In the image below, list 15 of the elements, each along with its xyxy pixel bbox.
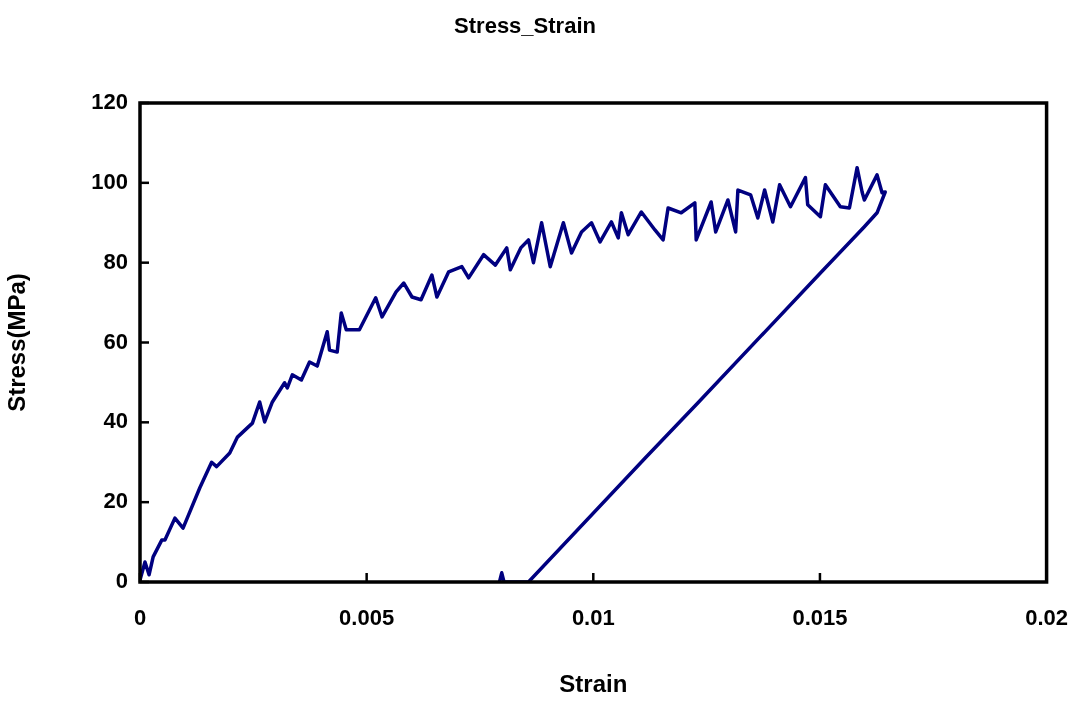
y-axis-title: Stress(MPa) — [3, 273, 31, 412]
x-axis-title: Strain — [559, 670, 628, 698]
y-tick-label: 40 — [103, 408, 128, 434]
x-tick-label: 0.005 — [339, 605, 395, 631]
x-tick-label: 0.015 — [792, 605, 848, 631]
y-tick-label: 100 — [91, 168, 128, 194]
chart-title: Stress_Strain — [454, 13, 596, 39]
x-tick-label: 0 — [133, 605, 147, 631]
y-tick-label: 80 — [103, 248, 128, 274]
y-tick-label: 20 — [103, 488, 128, 514]
y-tick-label: 0 — [115, 568, 128, 594]
x-tick-label: 0.01 — [571, 605, 615, 631]
y-tick-label: 60 — [103, 328, 128, 354]
x-tick-label: 0.02 — [1025, 605, 1068, 631]
y-tick-label: 120 — [91, 89, 128, 115]
